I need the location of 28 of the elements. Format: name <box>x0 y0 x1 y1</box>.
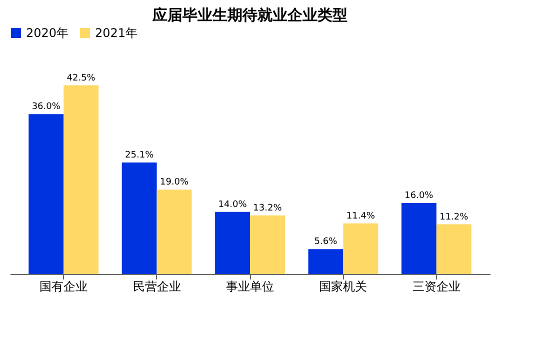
bar <box>250 215 285 274</box>
bar <box>122 162 157 274</box>
data-label: 5.6% <box>314 237 338 248</box>
legend-label: 2021年 <box>95 26 138 40</box>
x-tick-label: 三资企业 <box>412 280 460 294</box>
bar <box>156 190 192 274</box>
bar <box>401 202 436 274</box>
bar <box>308 249 344 274</box>
data-label: 11.2% <box>440 212 469 222</box>
bar <box>343 223 378 274</box>
data-label: 25.1% <box>125 150 154 161</box>
data-label: 42.5% <box>66 73 96 84</box>
bar <box>28 114 64 274</box>
legend-label: 2020年 <box>26 26 69 40</box>
x-tick-label: 国有企业 <box>40 280 88 294</box>
data-label: 13.2% <box>253 203 282 214</box>
x-tick-label: 事业单位 <box>226 280 274 294</box>
data-label: 36.0% <box>32 102 61 112</box>
data-label: 19.0% <box>160 178 190 188</box>
data-label: 11.4% <box>346 211 376 222</box>
data-label: 16.0% <box>404 190 434 201</box>
x-tick-label: 国家机关 <box>319 280 368 294</box>
chart-title: 应届毕业生期待就业企业类型 <box>152 6 348 24</box>
data-label: 14.0% <box>218 200 248 210</box>
bar <box>64 85 99 274</box>
bar <box>215 212 250 274</box>
bar <box>436 224 472 274</box>
x-tick-label: 民营企业 <box>132 280 181 294</box>
